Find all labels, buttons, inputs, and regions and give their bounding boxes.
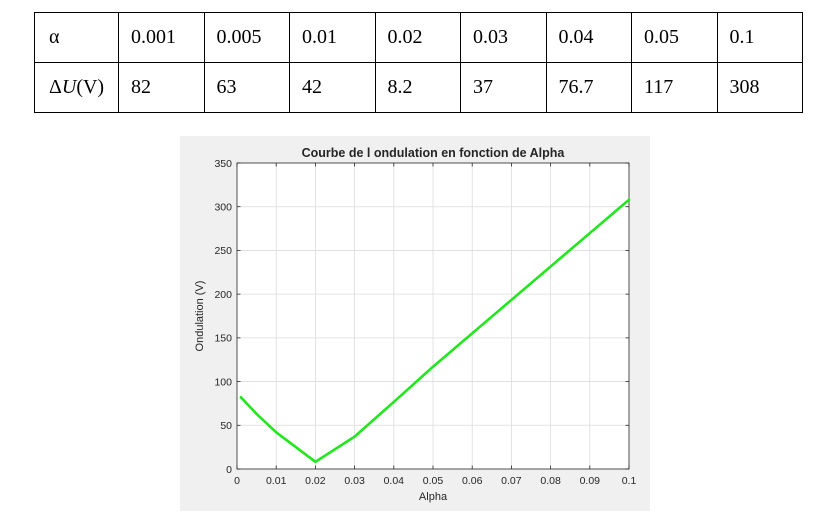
y-tick-label: 150 <box>214 333 232 345</box>
alpha-cell: 0.01 <box>289 12 376 63</box>
data-table: α 0.001 0.005 0.01 0.02 0.03 0.04 0.05 0… <box>34 12 803 113</box>
alpha-cell: 0.1 <box>716 12 803 63</box>
x-tick-label: 0.06 <box>462 475 483 487</box>
data-point <box>392 400 395 404</box>
delta-variable: U <box>61 76 77 98</box>
alpha-row: α 0.001 0.005 0.01 0.02 0.03 0.04 0.05 0… <box>34 12 803 63</box>
x-axis-label: Alpha <box>419 491 448 503</box>
delta-u-cell: 8.2 <box>374 62 461 113</box>
delta-u-header: ΔU(V) <box>34 62 119 113</box>
series-group <box>239 198 631 464</box>
data-point <box>314 460 317 464</box>
x-tick-label: 0.01 <box>266 475 287 487</box>
y-tick-label: 100 <box>214 376 232 388</box>
x-tick-label: 0.04 <box>384 475 405 487</box>
delta-symbol: Δ <box>49 76 62 98</box>
y-tick-label: 300 <box>214 202 232 214</box>
x-tick-label: 0.02 <box>305 475 326 487</box>
delta-u-cell: 308 <box>716 62 803 113</box>
alpha-cell: 0.02 <box>374 12 461 63</box>
data-point <box>275 431 278 434</box>
delta-u-cell: 117 <box>631 62 718 113</box>
y-tick-label: 350 <box>214 158 232 170</box>
delta-u-cell: 82 <box>118 62 205 113</box>
chart-figure: 0 0.01 0.02 0.03 0.04 0.05 0.06 0.07 0.08 0.09 0.1… <box>180 136 650 511</box>
y-tick-label: 0 <box>226 464 232 476</box>
alpha-cell: 0.03 <box>460 12 547 63</box>
alpha-cell: 0.04 <box>545 12 632 63</box>
y-tick-label: 50 <box>220 420 232 432</box>
delta-u-cell: 42 <box>289 62 376 113</box>
y-tick-label: 200 <box>214 289 232 301</box>
data-point <box>627 198 631 201</box>
delta-unit: (V) <box>76 76 105 98</box>
x-tick-label: 0.03 <box>344 475 365 487</box>
y-tick-label: 250 <box>214 245 232 257</box>
x-tick-label: 0.08 <box>540 475 561 487</box>
alpha-cell: 0.05 <box>631 12 718 63</box>
chart-title: Courbe de l ondulation en fonction de Al… <box>302 146 566 160</box>
x-tick-label: 0.09 <box>580 475 601 487</box>
series-line <box>239 198 631 464</box>
data-point <box>255 412 258 416</box>
x-tick-label: 0 <box>234 475 240 487</box>
alpha-cell: 0.005 <box>203 12 290 63</box>
x-tick-label: 0.07 <box>501 475 522 487</box>
delta-u-cell: 76.7 <box>545 62 632 113</box>
delta-u-cell: 63 <box>203 62 290 113</box>
alpha-header: α <box>34 12 119 63</box>
line-chart: 0 0.01 0.02 0.03 0.04 0.05 0.06 0.07 0.08 0.09 0.1… <box>180 136 650 511</box>
x-tick-label: 0.05 <box>423 475 444 487</box>
y-axis-label: Ondulation (V) <box>194 281 206 352</box>
data-point <box>431 365 435 368</box>
data-point <box>239 396 243 399</box>
x-tick-label: 0.1 <box>622 475 637 487</box>
alpha-cell: 0.001 <box>118 12 205 63</box>
delta-u-row: ΔU(V) 82 63 42 8.2 37 76.7 117 308 <box>34 62 803 113</box>
data-point <box>353 435 356 438</box>
grid-lines <box>237 163 629 469</box>
axis-ticks: 0 0.01 0.02 0.03 0.04 0.05 0.06 0.07 0.08 0.09 0.1… <box>214 158 636 487</box>
delta-u-cell: 37 <box>460 62 547 113</box>
